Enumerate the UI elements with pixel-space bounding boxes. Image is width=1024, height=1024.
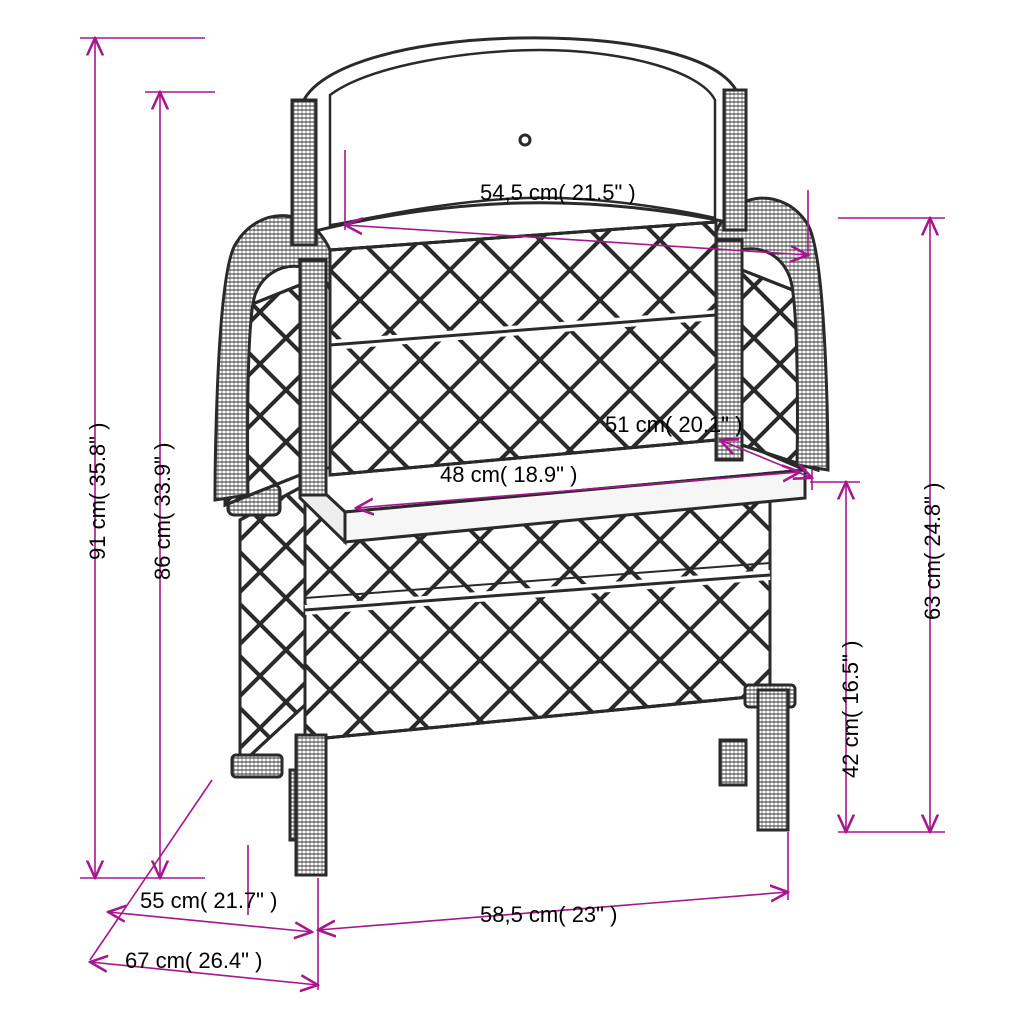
dim-seat-width: 48 cm( 18.9" )	[440, 462, 577, 488]
chair-drawing	[215, 38, 828, 875]
dim-overall-depth: 67 cm( 26.4" )	[125, 948, 262, 974]
dim-back-height: 86 cm( 33.9" )	[150, 443, 176, 580]
dim-arm-height: 63 cm( 24.8" )	[920, 483, 946, 620]
dim-side-depth: 55 cm( 21.7" )	[140, 888, 277, 914]
diagram-stage: 91 cm( 35.8" ) 86 cm( 33.9" ) 63 cm( 24.…	[0, 0, 1024, 1024]
dim-back-width: 54,5 cm( 21.5" )	[480, 180, 636, 206]
dim-front-width: 58,5 cm( 23" )	[480, 902, 617, 928]
dim-total-height: 91 cm( 35.8" )	[85, 423, 111, 560]
dim-seat-height: 42 cm( 16.5" )	[838, 641, 864, 778]
dim-seat-depth: 51 cm( 20.1" )	[605, 412, 742, 438]
